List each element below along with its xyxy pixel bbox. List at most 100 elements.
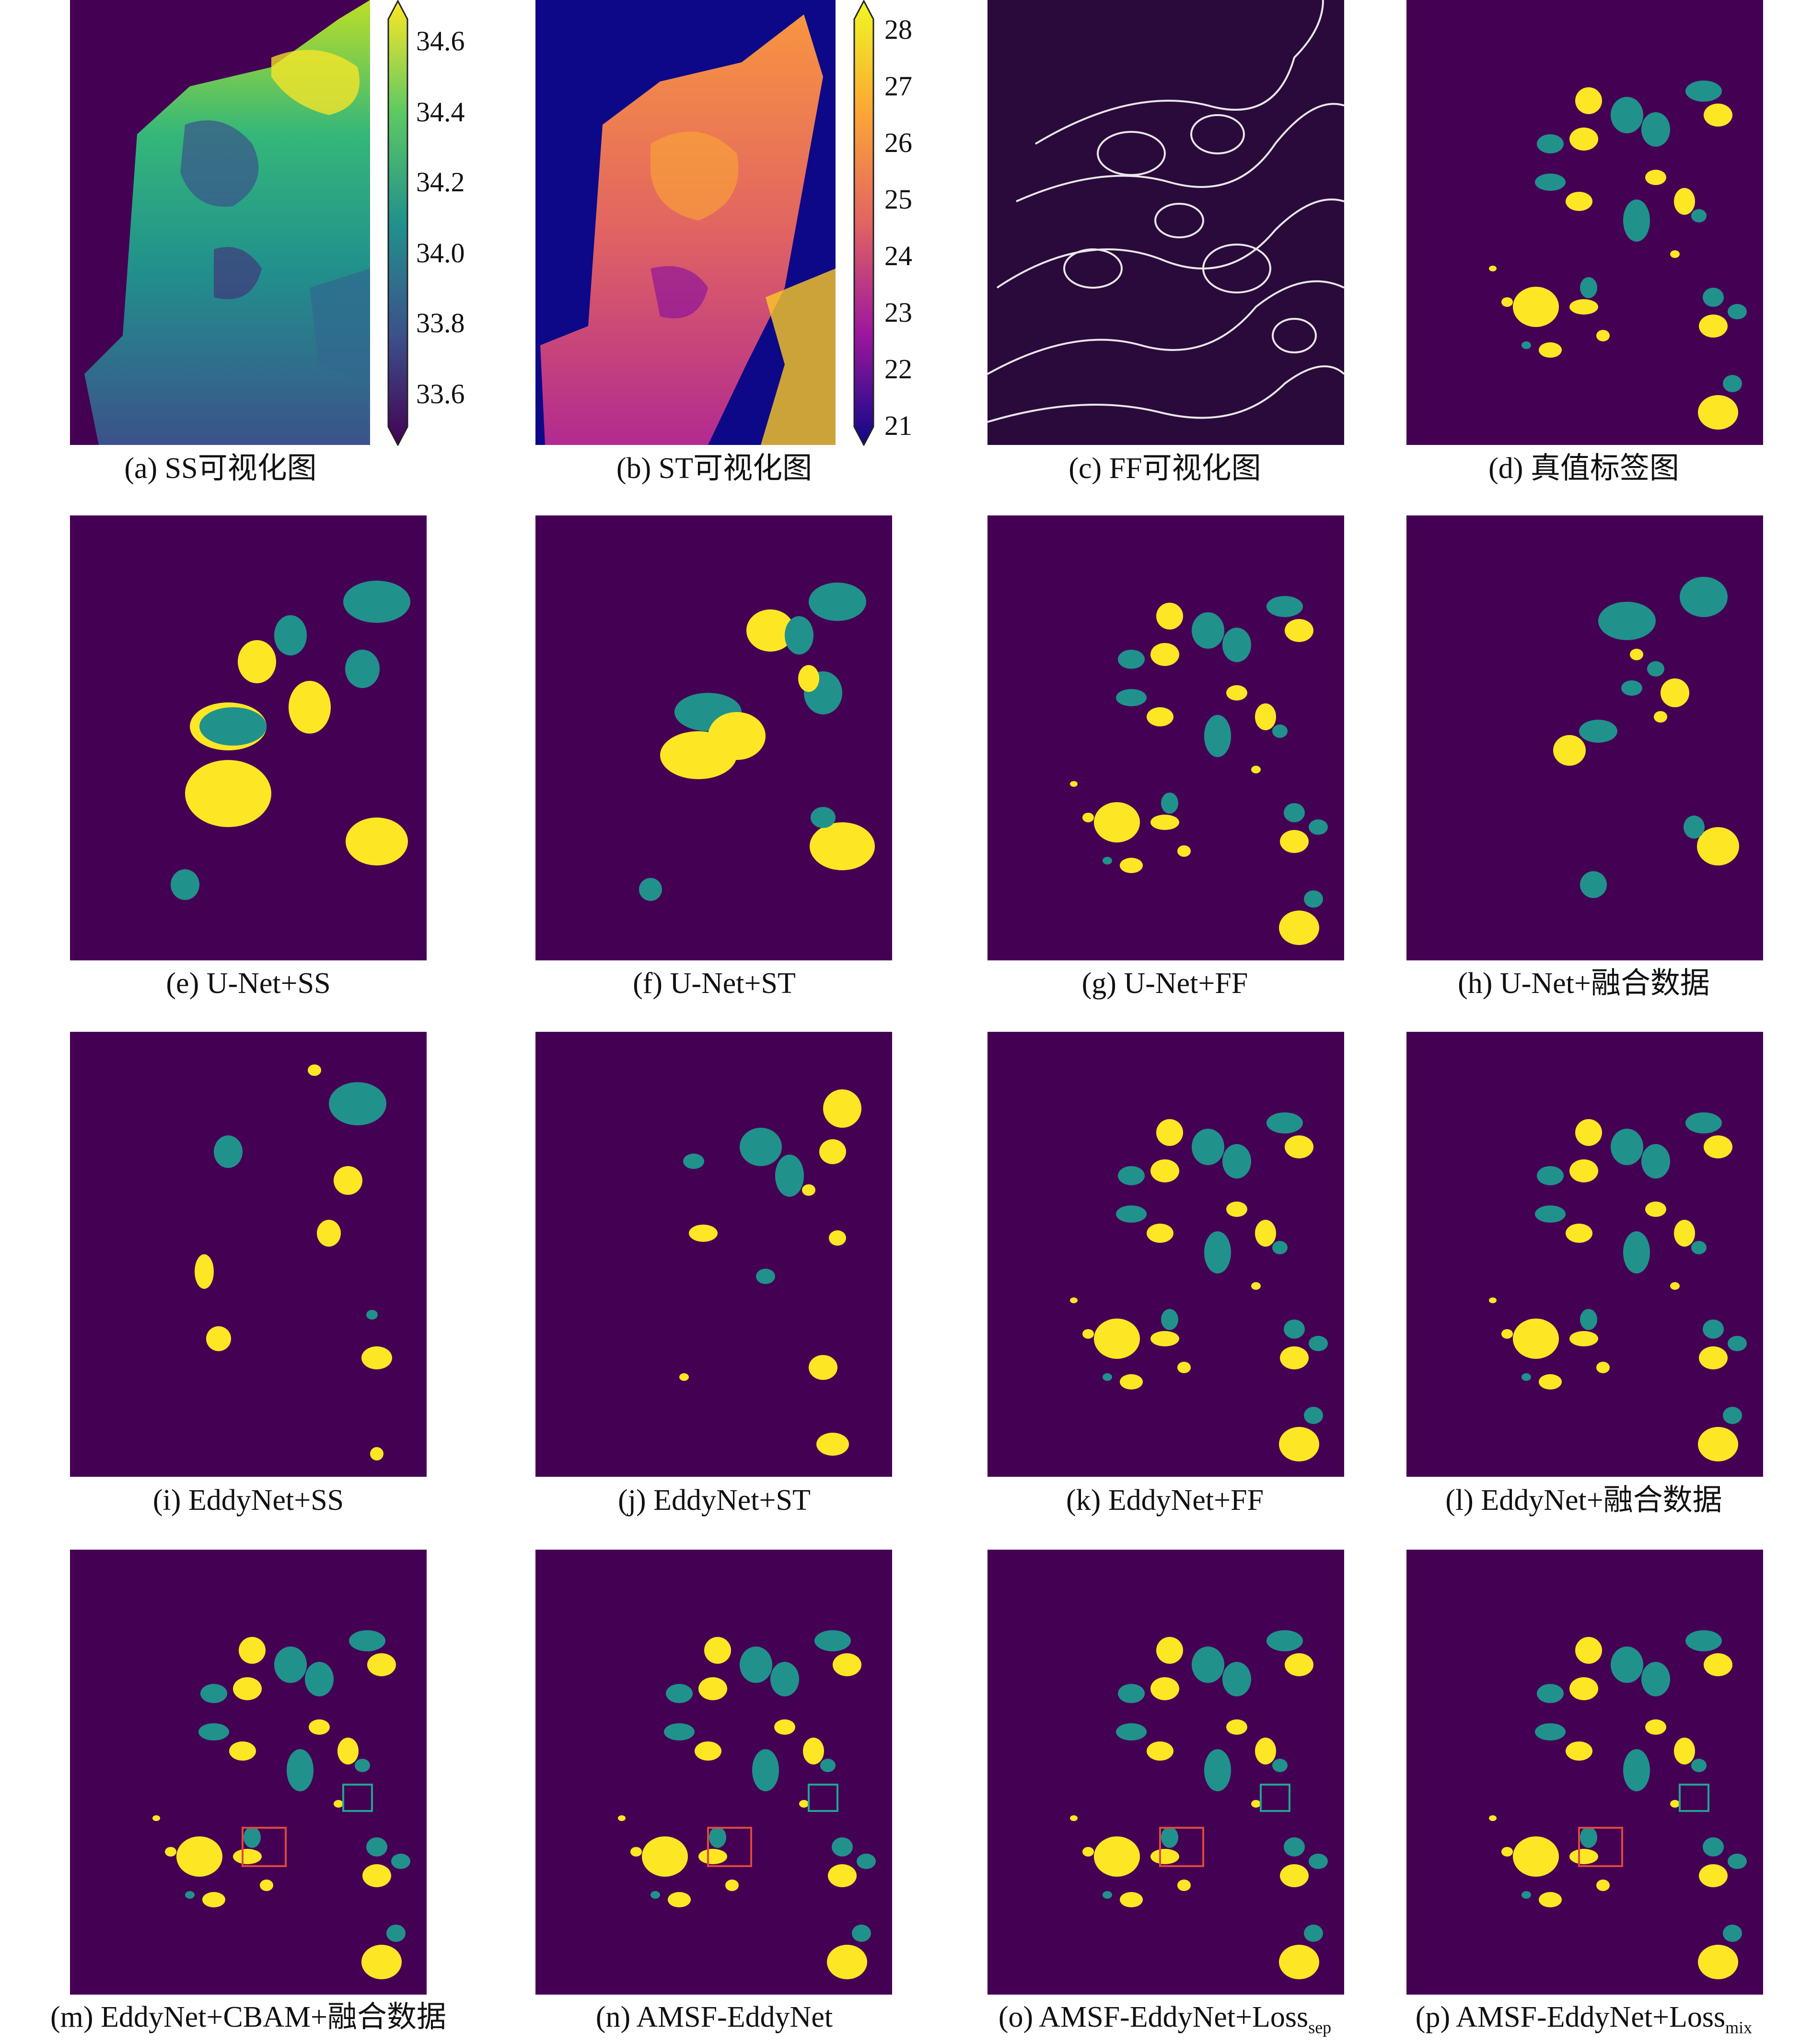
cyclonic-eddy-6 bbox=[756, 1269, 775, 1284]
cyclonic-eddy-4 bbox=[1118, 650, 1145, 669]
cyclonic-eddy-1 bbox=[740, 1128, 782, 1166]
cyclonic-eddy-2 bbox=[1685, 1630, 1722, 1651]
cyclonic-eddy-7 bbox=[1684, 816, 1705, 839]
panel-d-label-map bbox=[1406, 0, 1763, 445]
cyclonic-eddy-6 bbox=[770, 1662, 799, 1696]
st-tick-4: 24 bbox=[884, 240, 912, 271]
ocean-background bbox=[70, 1550, 427, 1995]
anticyclonic-eddy-5 bbox=[1569, 128, 1598, 151]
caption-l: (l) EddyNet+融合数据 bbox=[1445, 1484, 1722, 1517]
st-tick-3: 25 bbox=[884, 184, 912, 215]
anticyclonic-eddy-11 bbox=[803, 1738, 824, 1764]
anticyclonic-eddy-9 bbox=[1566, 1224, 1592, 1243]
anticyclonic-eddy-7 bbox=[1226, 1202, 1247, 1217]
anticyclonic-eddy-0 bbox=[1156, 603, 1183, 630]
panel-h-label-map bbox=[1406, 515, 1763, 960]
anticyclonic-eddy-22 bbox=[1539, 1374, 1562, 1390]
caption-p: (p) AMSF-EddyNet+Lossmix bbox=[1368, 2002, 1800, 2036]
cyclonic-eddy-26 bbox=[1522, 1373, 1531, 1381]
anticyclonic-eddy-19 bbox=[1280, 1346, 1309, 1369]
cyclonic-eddy-15 bbox=[1580, 1309, 1597, 1330]
cyclonic-eddy-0 bbox=[343, 581, 410, 623]
cyclonic-eddy-18 bbox=[1309, 819, 1328, 835]
panel-b-st-map bbox=[535, 0, 836, 445]
cyclonic-eddy-17 bbox=[1703, 1320, 1724, 1339]
anticyclonic-eddy-5 bbox=[1150, 1677, 1179, 1700]
anticyclonic-eddy-11 bbox=[1255, 1738, 1276, 1764]
anticyclonic-eddy-22 bbox=[1539, 342, 1562, 358]
anticyclonic-eddy-3 bbox=[1285, 1653, 1313, 1676]
anticyclonic-eddy-5 bbox=[1150, 1159, 1179, 1182]
ss-tick-3: 34.0 bbox=[416, 237, 465, 269]
anticyclonic-eddy-20 bbox=[1501, 1329, 1513, 1339]
cyclonic-eddy-10 bbox=[1623, 199, 1650, 242]
anticyclonic-eddy-7 bbox=[1226, 685, 1247, 701]
anticyclonic-eddy-14 bbox=[1150, 1849, 1179, 1864]
cyclonic-eddy-1 bbox=[740, 1647, 772, 1683]
cyclonic-eddy-4 bbox=[200, 1684, 227, 1703]
anticyclonic-eddy-12 bbox=[799, 1800, 809, 1808]
cyclonic-eddy-26 bbox=[1103, 1891, 1112, 1899]
caption-m: (m) EddyNet+CBAM+融合数据 bbox=[50, 2001, 446, 2033]
anticyclonic-eddy-9 bbox=[695, 1741, 721, 1761]
anticyclonic-eddy-19 bbox=[1699, 1346, 1728, 1369]
anticyclonic-eddy-25 bbox=[1070, 1815, 1078, 1821]
cyclonic-eddy-6 bbox=[1222, 1144, 1251, 1179]
cyclonic-eddy-8 bbox=[1535, 174, 1566, 191]
cyclonic-eddy-26 bbox=[1103, 857, 1112, 864]
anticyclonic-eddy-20 bbox=[1082, 1847, 1094, 1857]
panel-e-label-map bbox=[70, 515, 427, 960]
cyclonic-eddy-23 bbox=[1304, 1407, 1323, 1424]
anticyclonic-eddy-11 bbox=[679, 1373, 689, 1381]
anticyclonic-eddy-25 bbox=[1489, 1815, 1497, 1821]
anticyclonic-eddy-7 bbox=[309, 1719, 330, 1735]
anticyclonic-eddy-19 bbox=[362, 1864, 391, 1887]
ss-tick-1: 34.4 bbox=[416, 96, 465, 128]
anticyclonic-eddy-19 bbox=[1280, 1864, 1309, 1887]
ss-tick-5: 33.6 bbox=[416, 378, 465, 409]
anticyclonic-eddy-25 bbox=[1070, 1297, 1078, 1303]
ss-tick-0: 34.6 bbox=[416, 25, 465, 57]
cyclonic-eddy-2 bbox=[349, 1630, 385, 1651]
st-tick-7: 21 bbox=[884, 410, 912, 441]
anticyclonic-eddy-5 bbox=[1569, 1677, 1598, 1700]
cyclonic-eddy-18 bbox=[1309, 1336, 1328, 1351]
cyclonic-eddy-10 bbox=[752, 1749, 779, 1791]
anticyclonic-eddy-2 bbox=[334, 1166, 362, 1195]
anticyclonic-eddy-24 bbox=[1698, 395, 1738, 430]
anticyclonic-eddy-3 bbox=[1285, 619, 1313, 642]
cyclonic-eddy-2 bbox=[775, 1155, 804, 1197]
caption-k: (k) EddyNet+FF bbox=[1066, 1484, 1264, 1517]
cyclonic-eddy-0 bbox=[809, 583, 866, 621]
caption-c: (c) FF可视化图 bbox=[1069, 452, 1261, 485]
cyclonic-eddy-6 bbox=[1641, 112, 1670, 147]
cyclonic-eddy-10 bbox=[1204, 1749, 1231, 1791]
st-tick-6: 22 bbox=[884, 353, 912, 385]
cyclonic-eddy-23 bbox=[1304, 1925, 1323, 1942]
highlight-box-red bbox=[242, 1827, 287, 1867]
anticyclonic-eddy-11 bbox=[1674, 1220, 1695, 1247]
cyclonic-eddy-1 bbox=[1598, 602, 1656, 640]
anticyclonic-eddy-21 bbox=[1596, 1362, 1610, 1373]
cyclonic-eddy-9 bbox=[1647, 661, 1664, 677]
highlight-box-teal bbox=[1260, 1784, 1290, 1812]
anticyclonic-eddy-4 bbox=[195, 1254, 214, 1289]
anticyclonic-eddy-21 bbox=[1177, 1362, 1191, 1373]
anticyclonic-eddy-12 bbox=[1251, 1800, 1261, 1808]
cyclonic-eddy-8 bbox=[1535, 1205, 1566, 1223]
cyclonic-eddy-2 bbox=[814, 1630, 851, 1651]
cyclonic-eddy-10 bbox=[1204, 1231, 1231, 1273]
caption-j: (j) EddyNet+ST bbox=[618, 1484, 811, 1517]
caption-g: (g) U-Net+FF bbox=[1081, 967, 1248, 1000]
cyclonic-eddy-17 bbox=[1284, 803, 1305, 822]
anticyclonic-eddy-6 bbox=[1697, 827, 1739, 865]
ss-tick-2: 34.2 bbox=[416, 166, 465, 198]
cyclonic-eddy-4 bbox=[666, 1684, 693, 1703]
anticyclonic-eddy-19 bbox=[1699, 1864, 1728, 1887]
cyclonic-eddy-23 bbox=[1723, 375, 1742, 392]
anticyclonic-eddy-9 bbox=[229, 1741, 256, 1761]
ocean-background bbox=[987, 515, 1344, 960]
anticyclonic-eddy-10 bbox=[798, 665, 819, 692]
cyclonic-eddy-17 bbox=[832, 1837, 853, 1857]
anticyclonic-eddy-16 bbox=[176, 1836, 222, 1877]
